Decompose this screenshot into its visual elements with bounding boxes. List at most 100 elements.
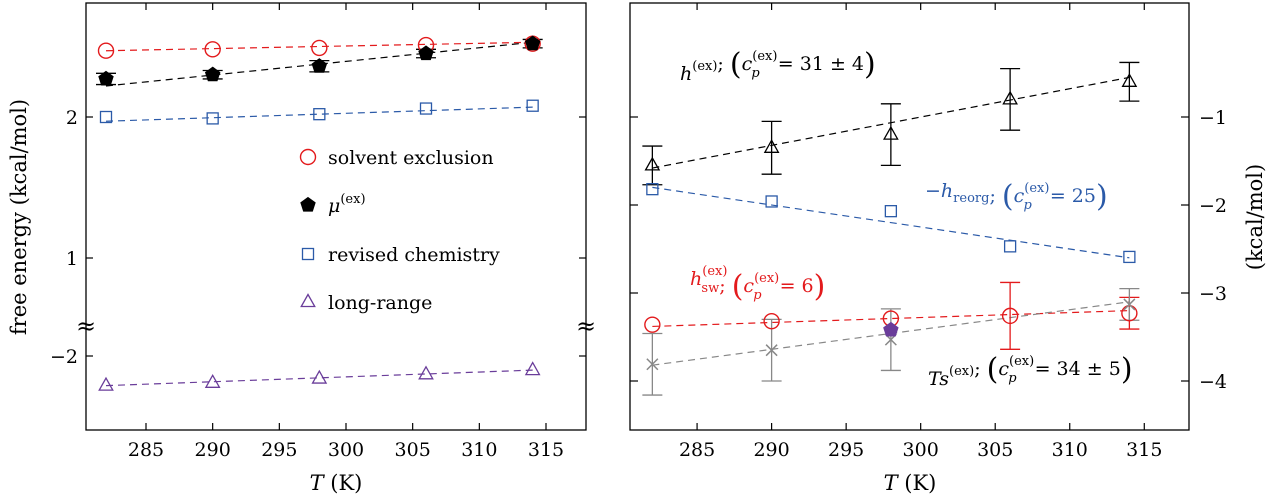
solvent-exclusion-fit-line [105,41,533,52]
y-tick-label: −3 [1199,283,1227,305]
y-tick-label: −2 [1199,195,1227,217]
ex-point [204,66,221,82]
h-reorg-cp-ex-25-fit-line [652,186,1130,259]
annotation-h-ex: h(ex); (c(ex) p = 31 ± 4) [680,47,876,85]
h-ex-cp-ex-31-4-error-bar [1119,61,1140,102]
h-ex-cp-ex-31-4-error-bar [1000,67,1021,131]
left-fit-lines [105,41,533,387]
x-tick-label: 300 [903,439,939,461]
solvent-exclusion-point [204,41,221,58]
right-plot-frame [629,2,1190,431]
h-reorg-cp-ex-25-point [884,205,898,218]
left-y-ticks: 2 1 −2 [50,107,586,368]
right-panel: 285 290 295 300 305 310 315 −1 −2 −3 −4 h(ex); (c… [629,2,1267,495]
revised-chemistry-point [206,112,219,125]
legend-entry-ex: μ(ex) [300,192,366,217]
h-ex-cp-ex-31-4-point [1002,90,1018,105]
right-x-ticks: 285 290 295 300 305 310 315 [679,3,1162,461]
h-sw-ex-cp-ex-6-point [763,312,780,330]
legend-marker [299,148,317,166]
ex-point [311,58,328,73]
legend-marker [300,196,316,212]
series-4-point [883,321,899,337]
h-sw-ex-cp-ex-6-point [644,316,661,333]
long-range-point [98,376,114,391]
y-tick-label: 1 [66,248,78,270]
long-range-point [204,373,221,388]
legend-marker [300,293,316,308]
x-tick-label: 290 [753,439,789,461]
ex-point [418,45,434,61]
legend-entry-solvent-exclusion: solvent exclusion [299,147,494,169]
h-reorg-cp-ex-25-point [1003,240,1017,253]
h-reorg-cp-ex-25-point [1123,250,1136,264]
left-x-axis-label: T (K) [310,471,363,495]
legend-label: revised chemistry [328,244,500,266]
x-tick-label: 295 [261,439,297,461]
left-y-axis-label: free energy (kcal/mol) [7,99,31,335]
h-sw-ex-cp-ex-6-fit-line [652,310,1130,328]
ts-ex-cp-ex-34-5-point [646,358,659,371]
long-range-point [311,369,328,384]
legend-label: μ(ex) [328,192,366,217]
ts-ex-cp-ex-34-5-point [765,344,778,357]
x-tick-label: 315 [528,439,564,461]
x-tick-label: 305 [977,439,1013,461]
left-plot-frame [85,2,587,431]
left-x-ticks: 285 290 295 300 305 310 315 [128,3,564,461]
legend-label: long-range [328,292,432,314]
x-tick-label: 310 [461,439,497,461]
revised-chemistry-point [99,110,113,124]
x-tick-label: 295 [828,439,864,461]
left-markers [97,35,541,391]
left-axis-break-right: ≈ [576,312,596,340]
ex-point [524,35,541,51]
h-ex-cp-ex-31-4-point [763,138,780,153]
legend-label: solvent exclusion [328,147,494,169]
h-ex-cp-ex-31-4-point [1121,72,1138,87]
right-annotations: h(ex); (c(ex) p = 31 ± 4) −hreorg; (c(ex) p… [680,47,1133,390]
x-tick-label: 315 [1126,439,1162,461]
legend-entry-long-range: long-range [300,292,432,314]
x-tick-label: 290 [195,439,231,461]
long-range-point [524,361,541,376]
h-sw-ex-cp-ex-6-point [1121,305,1138,322]
ts-ex-cp-ex-34-5-point [1123,298,1136,311]
legend: solvent exclusion μ(ex) revised chemistry l… [299,147,500,314]
x-tick-label: 305 [395,439,431,461]
annotation-h-reorg: −hreorg; (c(ex) p = 25) [925,179,1108,214]
long-range-point [418,365,434,380]
h-sw-ex-cp-ex-6-point [1001,307,1019,325]
right-y-axis-label: (kcal/mol) [1243,164,1267,270]
solvent-exclusion-point [97,42,115,59]
x-tick-label: 310 [1052,439,1088,461]
left-axis-break-left: ≈ [76,312,96,340]
h-ex-cp-ex-31-4-error-bar [880,103,901,167]
annotation-ts-ex: Ts(ex); (c(ex) p = 34 ± 5) [928,352,1133,390]
h-reorg-cp-ex-25-point [646,183,659,196]
right-markers [644,72,1138,371]
left-panel: 285 290 295 300 305 310 315 2 1 −2 solvent exclu… [7,2,596,495]
y-tick-label: −1 [1199,107,1227,129]
y-tick-label: −4 [1199,371,1227,393]
revised-chemistry-point [419,102,433,115]
legend-marker [301,247,315,261]
h-ex-cp-ex-31-4-point [883,125,899,140]
legend-entry-revised-chemistry: revised chemistry [301,244,500,266]
right-error-bars [642,61,1140,396]
h-ex-cp-ex-31-4-error-bar [761,120,782,175]
right-x-axis-label: T (K) [884,471,937,495]
h-ex-cp-ex-31-4-point [644,156,661,171]
right-y-ticks: −1 −2 −3 −4 [630,107,1227,393]
x-tick-label: 285 [679,439,715,461]
ex-point [98,70,114,86]
revised-chemistry-point [526,99,539,112]
x-tick-label: 285 [128,439,164,461]
h-reorg-cp-ex-25-point [765,195,778,208]
annotation-h-sw: h(ex) sw; (c(ex) p = 6) [690,264,825,304]
revised-chemistry-point [313,108,326,121]
solvent-exclusion-point [311,39,328,57]
h-sw-ex-cp-ex-6-error-bar [1000,281,1021,350]
h-ex-cp-ex-31-4-error-bar [642,145,663,186]
